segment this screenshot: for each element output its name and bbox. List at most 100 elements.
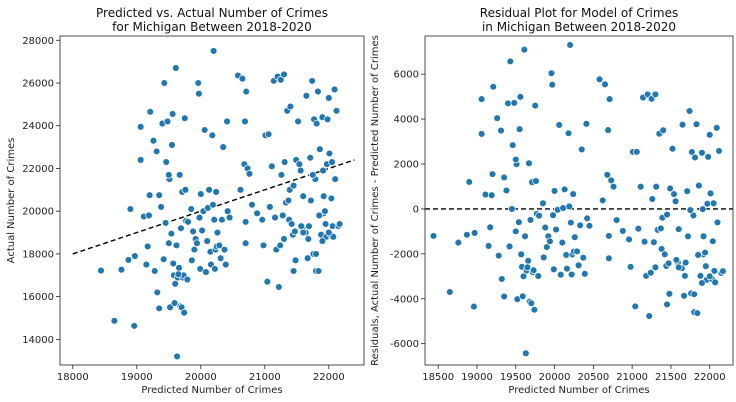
left-scatter-point xyxy=(170,299,179,307)
left-scatter-point xyxy=(321,220,330,228)
right-scatter-point xyxy=(523,263,532,272)
left-scatter-point xyxy=(145,191,154,199)
left-scatter-point xyxy=(278,211,287,220)
right-scatter-point xyxy=(560,185,569,194)
right-scatter-point xyxy=(664,259,673,268)
left-scatter-point xyxy=(145,211,153,220)
left-scatter-point xyxy=(215,241,224,250)
right-scatter-point xyxy=(520,45,529,54)
left-scatter-point xyxy=(241,239,250,247)
right-scatter-point xyxy=(529,266,538,274)
right-scatter-point xyxy=(512,227,520,236)
left-chart-title-line-1: Predicted vs. Actual Number of Crimes xyxy=(96,6,328,20)
left-scatter-point xyxy=(168,110,177,118)
right-scatter-point xyxy=(446,288,454,296)
right-scatter-point xyxy=(505,242,514,251)
right-scatter-point xyxy=(564,129,573,137)
right-scatter-point xyxy=(550,265,558,274)
right-scatter-point xyxy=(512,155,520,164)
left-scatter-point xyxy=(294,117,302,126)
left-scatter-point xyxy=(163,117,172,126)
right-y-tick-label: 6000 xyxy=(394,70,419,81)
right-x-tick-label: 20500 xyxy=(577,372,609,383)
right-scatter-point xyxy=(604,126,612,134)
left-scatter-point xyxy=(236,186,245,194)
right-scatter-point xyxy=(703,200,712,208)
left-y-tick-label: 22000 xyxy=(22,164,54,175)
left-scatter-point xyxy=(195,213,204,222)
left-scatter-point xyxy=(150,267,159,275)
left-scatter-point xyxy=(225,213,234,222)
right-scatter-point xyxy=(695,181,703,190)
right-scatter-point xyxy=(493,114,501,122)
right-scatter-point xyxy=(579,253,588,262)
right-y-tick-label: -4000 xyxy=(390,294,419,305)
left-scatter-point xyxy=(152,147,161,156)
left-scatter-point xyxy=(146,108,154,116)
right-scatter-point xyxy=(605,95,614,103)
right-x-tick-label: 19000 xyxy=(461,372,493,383)
right-scatter-point xyxy=(674,225,683,233)
right-scatter-point xyxy=(581,270,589,278)
left-scatter-point xyxy=(193,239,201,247)
left-y-tick-label: 26000 xyxy=(22,79,54,90)
right-scatter-point xyxy=(674,263,683,272)
left-scatter-point xyxy=(325,228,333,237)
right-scatter-point xyxy=(645,312,653,320)
left-scatter-point xyxy=(143,242,152,251)
left-scatter-point xyxy=(335,220,344,228)
left-scatter-point xyxy=(160,79,169,87)
right-scatter-point xyxy=(692,120,701,129)
right-scatter-point xyxy=(693,309,702,317)
right-scatter-point xyxy=(691,153,699,162)
right-scatter-point xyxy=(719,267,727,275)
right-scatter-point xyxy=(539,253,548,262)
right-x-axis-label: Predicted Number of Crimes xyxy=(508,385,649,396)
left-scatter-point xyxy=(136,156,145,164)
left-scatter-point xyxy=(325,149,334,158)
left-scatter-point xyxy=(213,228,222,237)
left-scatter-point xyxy=(194,79,202,87)
left-x-tick-label: 22000 xyxy=(313,372,345,383)
left-scatter-point xyxy=(253,209,261,218)
left-scatter-point xyxy=(287,220,296,228)
left-scatter-point xyxy=(162,158,170,166)
left-scatter-point xyxy=(319,192,328,200)
right-scatter-point xyxy=(696,272,705,280)
left-scatter-point xyxy=(238,74,247,83)
right-x-tick-label: 20000 xyxy=(539,372,571,383)
left-scatter-point xyxy=(188,256,196,265)
left-scatter-point xyxy=(183,275,192,284)
left-scatter-point xyxy=(312,250,320,258)
left-scatter-point xyxy=(172,241,181,250)
right-scatter-point xyxy=(494,251,503,260)
left-scatter-point xyxy=(284,196,293,205)
left-scatter-point xyxy=(314,87,322,96)
right-scatter-point xyxy=(470,302,478,311)
left-scatter-point xyxy=(275,283,283,291)
right-scatter-point xyxy=(712,124,721,132)
left-scatter-point xyxy=(174,270,183,278)
right-scatter-point xyxy=(521,232,529,241)
left-scatter-point xyxy=(332,107,341,115)
left-scatter-point xyxy=(223,207,232,215)
left-scatter-point xyxy=(171,280,179,288)
right-scatter-point xyxy=(709,199,718,208)
left-scatter-point xyxy=(165,171,173,179)
left-scatter-point xyxy=(155,191,163,199)
right-scatter-point xyxy=(516,93,525,101)
right-scatter-point xyxy=(565,202,574,211)
right-scatter-point xyxy=(690,290,698,299)
right-scatter-point xyxy=(517,250,525,259)
right-scatter-point xyxy=(573,247,581,256)
right-plot-frame xyxy=(424,35,734,366)
left-scatter-point xyxy=(198,226,206,235)
right-scatter-point xyxy=(526,216,535,224)
left-scatter-point xyxy=(241,218,250,226)
right-y-axis-label: Residuals, Actual Number of Crimes - Pre… xyxy=(370,35,381,366)
right-scatter-point xyxy=(539,199,547,208)
right-scatter-point xyxy=(713,218,722,227)
right-scatter-point xyxy=(574,261,583,270)
